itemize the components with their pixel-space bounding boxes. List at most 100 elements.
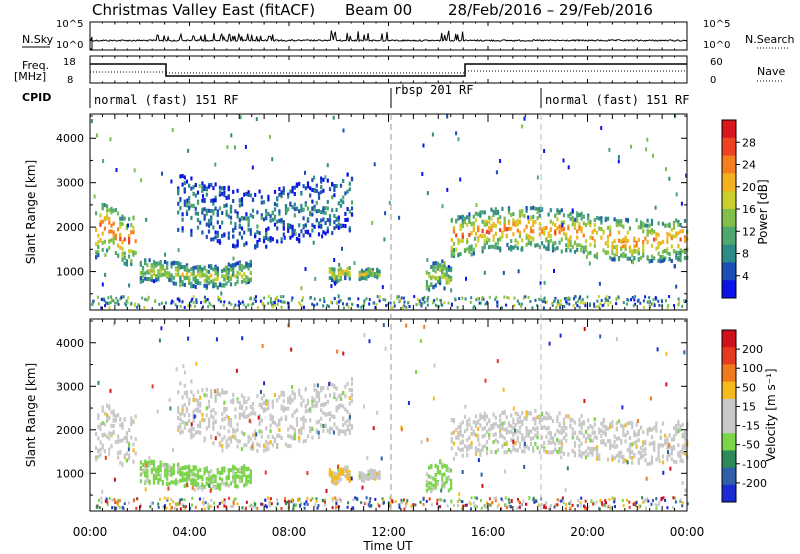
heatmap-cell — [494, 449, 497, 454]
heatmap-cell — [595, 230, 599, 235]
heatmap-cell — [95, 457, 98, 462]
heatmap-cell — [271, 399, 274, 404]
heatmap-cell — [232, 244, 235, 249]
heatmap-cell — [430, 265, 433, 269]
heatmap-cell — [132, 252, 135, 257]
heatmap-cell — [100, 500, 103, 504]
heatmap-cell — [573, 453, 577, 458]
heatmap-cell — [598, 457, 601, 461]
heatmap-cell — [434, 473, 437, 477]
heatmap-cell — [260, 213, 263, 218]
heatmap-cell — [428, 285, 431, 289]
heatmap-cell — [342, 271, 345, 276]
heatmap-cell — [558, 499, 561, 503]
heatmap-cell — [503, 219, 506, 224]
heatmap-cell — [247, 303, 250, 307]
heatmap-cell — [115, 296, 118, 300]
heatmap-cell — [348, 209, 351, 214]
heatmap-cell — [363, 299, 366, 303]
heatmap-cell — [560, 430, 563, 435]
heatmap-cell — [580, 299, 583, 303]
heatmap-cell — [245, 414, 248, 419]
heatmap-cell — [157, 261, 160, 266]
heatmap-cell — [577, 499, 580, 503]
heatmap-cell — [210, 414, 213, 419]
heatmap-cell — [639, 445, 643, 450]
heatmap-cell — [425, 286, 428, 291]
heatmap-cell — [512, 446, 515, 451]
heatmap-cell — [178, 298, 181, 303]
heatmap-cell — [161, 171, 163, 176]
heatmap-cell — [516, 448, 519, 453]
heatmap-cell — [158, 302, 161, 306]
heatmap-cell — [584, 455, 588, 460]
heatmap-cell — [672, 446, 676, 451]
heatmap-cell — [228, 496, 231, 500]
heatmap-cell — [287, 194, 290, 199]
heatmap-cell — [112, 208, 115, 213]
title-date: 28/Feb/2016 – 29/Feb/2016 — [448, 1, 653, 19]
heatmap-cell — [144, 471, 147, 476]
heatmap-cell — [677, 257, 680, 262]
heatmap-cell — [201, 487, 204, 492]
heatmap-cell — [146, 298, 149, 302]
heatmap-cell — [203, 207, 206, 212]
heatmap-cell — [593, 223, 596, 227]
heatmap-cell — [315, 200, 318, 205]
heatmap-cell — [102, 159, 105, 163]
heatmap-cell — [328, 426, 332, 431]
heatmap-cell — [598, 281, 601, 286]
velocity-ytick-label: 4000 — [56, 337, 84, 350]
heatmap-cell — [207, 218, 211, 223]
heatmap-cell — [516, 436, 519, 441]
heatmap-cell — [365, 271, 368, 276]
heatmap-cell — [152, 463, 156, 467]
heatmap-cell — [154, 299, 157, 303]
heatmap-cell — [516, 222, 519, 227]
heatmap-cell — [439, 281, 442, 286]
heatmap-cell — [668, 295, 671, 299]
heatmap-cell — [116, 301, 119, 305]
heatmap-cell — [425, 488, 428, 493]
heatmap-cell — [578, 438, 581, 443]
heatmap-cell — [256, 240, 259, 244]
heatmap-cell — [626, 421, 629, 426]
heatmap-cell — [571, 217, 574, 222]
heatmap-cell — [595, 456, 599, 461]
heatmap-cell — [441, 264, 444, 269]
heatmap-cell — [574, 217, 577, 222]
heatmap-cell — [170, 264, 173, 269]
heatmap-cell — [334, 496, 337, 500]
heatmap-cell — [232, 397, 235, 402]
heatmap-cell — [683, 442, 687, 447]
heatmap-cell — [166, 481, 169, 486]
heatmap-cell — [655, 497, 658, 501]
heatmap-cell — [580, 212, 583, 217]
heatmap-cell — [196, 389, 200, 394]
heatmap-cell — [311, 302, 314, 306]
heatmap-cell — [620, 239, 623, 244]
heatmap-cell — [304, 186, 307, 191]
heatmap-cell — [199, 424, 202, 429]
heatmap-cell — [214, 283, 217, 288]
heatmap-cell — [492, 440, 495, 445]
heatmap-cell — [389, 501, 392, 505]
heatmap-cell — [664, 438, 667, 443]
heatmap-cell — [466, 453, 469, 458]
heatmap-cell — [486, 501, 488, 505]
heatmap-cell — [326, 206, 329, 211]
heatmap-cell — [371, 220, 374, 225]
heatmap-cell — [294, 503, 297, 507]
heatmap-cell — [642, 299, 645, 303]
power-colorbar-tick-label: 4 — [742, 270, 749, 283]
heatmap-cell — [202, 497, 205, 501]
heatmap-cell — [165, 506, 168, 510]
heatmap-cell — [216, 230, 219, 235]
heatmap-cell — [158, 497, 161, 501]
heatmap-cell — [648, 426, 651, 431]
heatmap-cell — [523, 416, 526, 421]
heatmap-cell — [589, 242, 592, 247]
heatmap-cell — [664, 433, 667, 438]
heatmap-cell — [160, 301, 163, 305]
heatmap-cell — [670, 437, 673, 442]
